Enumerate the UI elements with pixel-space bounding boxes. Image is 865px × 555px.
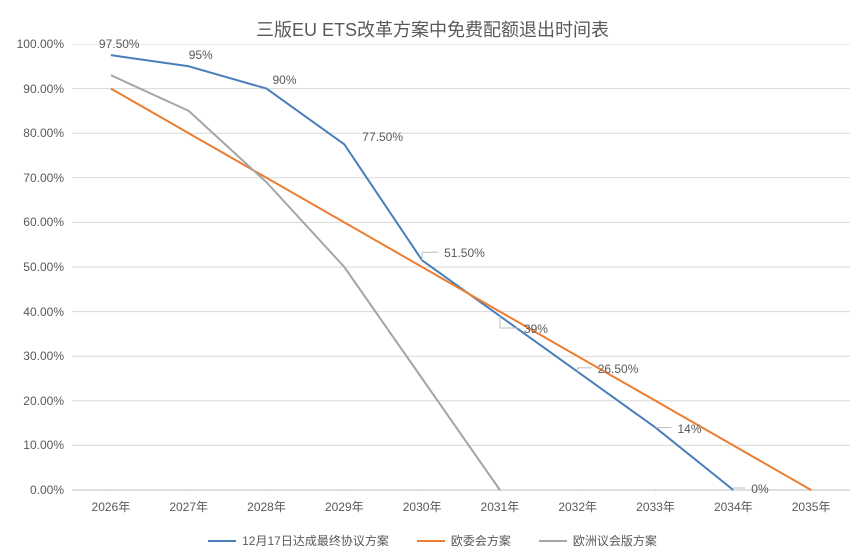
y-tick-label: 10.00%: [4, 438, 64, 452]
series-line-2: [111, 75, 500, 490]
y-tick-label: 90.00%: [4, 82, 64, 96]
series-line-1: [111, 89, 811, 490]
x-tick-label: 2030年: [403, 498, 442, 515]
legend-item-2: 欧洲议会版方案: [539, 532, 657, 549]
x-tick-label: 2033年: [636, 498, 675, 515]
x-tick-label: 2029年: [325, 498, 364, 515]
x-tick-label: 2032年: [558, 498, 597, 515]
data-label: 51.50%: [444, 246, 485, 260]
data-label: 97.50%: [99, 37, 140, 51]
data-label: 0%: [751, 482, 768, 496]
plot-area: 0.00%10.00%20.00%30.00%40.00%50.00%60.00…: [72, 44, 850, 490]
y-tick-label: 100.00%: [4, 37, 64, 51]
legend-item-0: 12月17日达成最终协议方案: [208, 532, 389, 549]
y-tick-label: 50.00%: [4, 260, 64, 274]
y-tick-label: 0.00%: [4, 483, 64, 497]
chart-container: 三版EU ETS改革方案中免费配额退出时间表 0.00%10.00%20.00%…: [0, 0, 865, 555]
data-label: 14%: [678, 422, 702, 436]
data-label: 90%: [273, 73, 297, 87]
data-label: 26.50%: [598, 362, 639, 376]
legend-swatch: [539, 540, 567, 542]
chart-svg: [72, 44, 850, 491]
x-tick-label: 2027年: [169, 498, 208, 515]
legend-swatch: [208, 540, 236, 542]
series-line-0: [111, 55, 733, 490]
x-tick-label: 2031年: [481, 498, 520, 515]
x-tick-label: 2034年: [714, 498, 753, 515]
data-label: 39%: [524, 322, 548, 336]
data-label: 77.50%: [362, 130, 403, 144]
legend-item-1: 欧委会方案: [417, 532, 511, 549]
legend-label: 12月17日达成最终协议方案: [242, 532, 389, 549]
data-label: 95%: [189, 48, 213, 62]
y-tick-label: 30.00%: [4, 349, 64, 363]
y-tick-label: 40.00%: [4, 305, 64, 319]
y-tick-label: 20.00%: [4, 394, 64, 408]
y-tick-label: 80.00%: [4, 126, 64, 140]
legend-swatch: [417, 540, 445, 542]
legend: 12月17日达成最终协议方案 欧委会方案 欧洲议会版方案: [0, 532, 865, 549]
y-tick-label: 60.00%: [4, 215, 64, 229]
x-tick-label: 2035年: [792, 498, 831, 515]
x-tick-label: 2026年: [92, 498, 131, 515]
legend-label: 欧洲议会版方案: [573, 532, 657, 549]
y-tick-label: 70.00%: [4, 171, 64, 185]
legend-label: 欧委会方案: [451, 532, 511, 549]
x-tick-label: 2028年: [247, 498, 286, 515]
